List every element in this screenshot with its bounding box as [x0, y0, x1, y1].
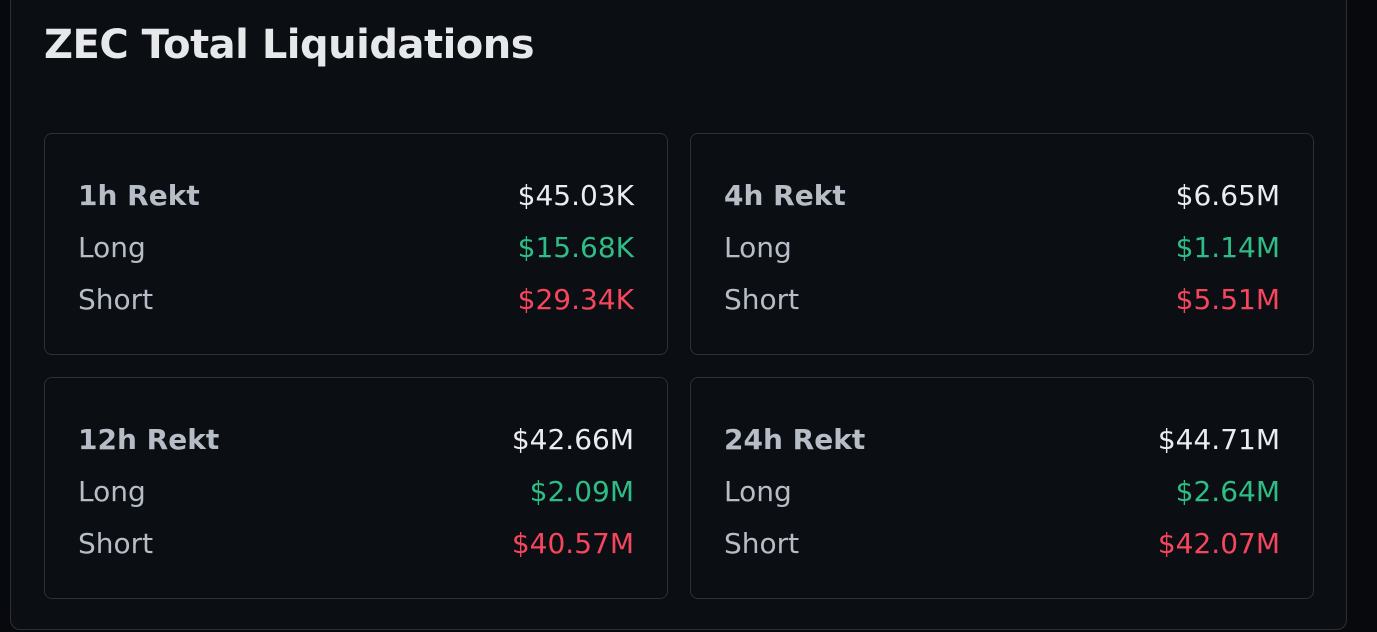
card-row: Long $15.68K [78, 227, 634, 267]
row-label: Short [724, 526, 800, 560]
liquidation-card: 4h Rekt $6.65M Long $1.14M Short $5.51M [690, 133, 1314, 355]
row-value: $2.64M [1175, 474, 1280, 508]
liquidation-card: 12h Rekt $42.66M Long $2.09M Short $40.57M [44, 377, 668, 599]
row-label: Short [724, 282, 800, 316]
row-label: 1h Rekt [78, 178, 200, 212]
card-row: 24h Rekt $44.71M [724, 419, 1280, 459]
row-value: $1.14M [1175, 230, 1280, 264]
row-label: Long [724, 474, 792, 508]
row-value: $42.66M [511, 422, 634, 456]
card-row: 4h Rekt $6.65M [724, 175, 1280, 215]
row-value: $40.57M [511, 526, 634, 560]
card-row: 12h Rekt $42.66M [78, 419, 634, 459]
card-row: Short $5.51M [724, 279, 1280, 319]
row-label: Short [78, 282, 154, 316]
row-value: $2.09M [529, 474, 634, 508]
row-label: 4h Rekt [724, 178, 846, 212]
panel-title: ZEC Total Liquidations [44, 22, 535, 68]
liquidation-card: 1h Rekt $45.03K Long $15.68K Short $29.34K [44, 133, 668, 355]
row-value: $29.34K [517, 282, 634, 316]
card-row: Long $1.14M [724, 227, 1280, 267]
liquidation-card: 24h Rekt $44.71M Long $2.64M Short $42.07M [690, 377, 1314, 599]
row-value: $44.71M [1157, 422, 1280, 456]
row-value: $42.07M [1157, 526, 1280, 560]
row-value: $6.65M [1175, 178, 1280, 212]
card-row: Short $42.07M [724, 523, 1280, 563]
card-row: Long $2.64M [724, 471, 1280, 511]
row-label: 12h Rekt [78, 422, 220, 456]
row-label: 24h Rekt [724, 422, 866, 456]
card-row: Short $29.34K [78, 279, 634, 319]
row-label: Long [78, 474, 146, 508]
card-row: 1h Rekt $45.03K [78, 175, 634, 215]
liquidations-panel [10, 0, 1347, 630]
card-row: Long $2.09M [78, 471, 634, 511]
card-row: Short $40.57M [78, 523, 634, 563]
row-value: $45.03K [517, 178, 634, 212]
row-value: $15.68K [517, 230, 634, 264]
row-label: Long [78, 230, 146, 264]
row-value: $5.51M [1175, 282, 1280, 316]
row-label: Long [724, 230, 792, 264]
row-label: Short [78, 526, 154, 560]
